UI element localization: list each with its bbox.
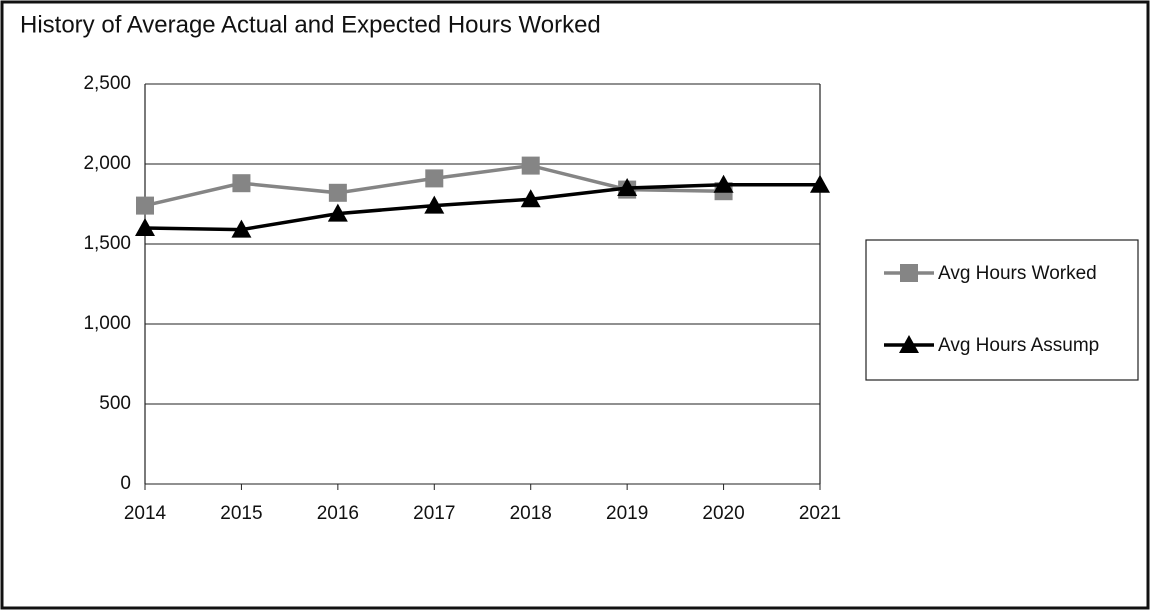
legend-marker xyxy=(900,264,918,282)
data-point xyxy=(232,174,251,193)
y-tick-label: 2,000 xyxy=(83,153,131,174)
legend-box xyxy=(865,239,1139,381)
y-tick-label: 1,000 xyxy=(83,313,131,334)
legend-label: Avg Hours Worked xyxy=(938,263,1097,284)
legend-marker xyxy=(899,335,919,353)
x-tick-label: 2015 xyxy=(220,503,262,524)
data-point xyxy=(810,174,830,193)
x-tick-label: 2018 xyxy=(510,503,552,524)
data-point xyxy=(713,174,734,193)
series-line xyxy=(144,183,820,232)
x-tick-label: 2017 xyxy=(413,503,455,524)
x-tick-label: 2020 xyxy=(702,503,744,524)
data-point xyxy=(136,196,154,215)
data-point xyxy=(328,183,347,202)
x-tick-label: 2014 xyxy=(124,503,167,524)
data-point xyxy=(424,195,445,214)
y-tick-label: 0 xyxy=(120,473,131,494)
data-point xyxy=(617,178,638,196)
data-point xyxy=(521,156,540,175)
legend-label: Avg Hours Assump xyxy=(938,335,1099,356)
data-point xyxy=(231,219,252,238)
x-tick-label: 2016 xyxy=(317,503,359,524)
data-point xyxy=(135,218,155,236)
x-tick-label: 2019 xyxy=(606,503,648,524)
chart-title: History of Average Actual and Expected H… xyxy=(20,11,601,38)
y-tick-label: 1,500 xyxy=(83,233,131,254)
data-point xyxy=(520,189,541,208)
y-tick-label: 500 xyxy=(99,393,131,414)
data-point xyxy=(425,169,444,188)
x-tick-label: 2021 xyxy=(799,503,841,524)
data-point xyxy=(327,203,348,222)
y-tick-label: 2,500 xyxy=(83,73,131,94)
